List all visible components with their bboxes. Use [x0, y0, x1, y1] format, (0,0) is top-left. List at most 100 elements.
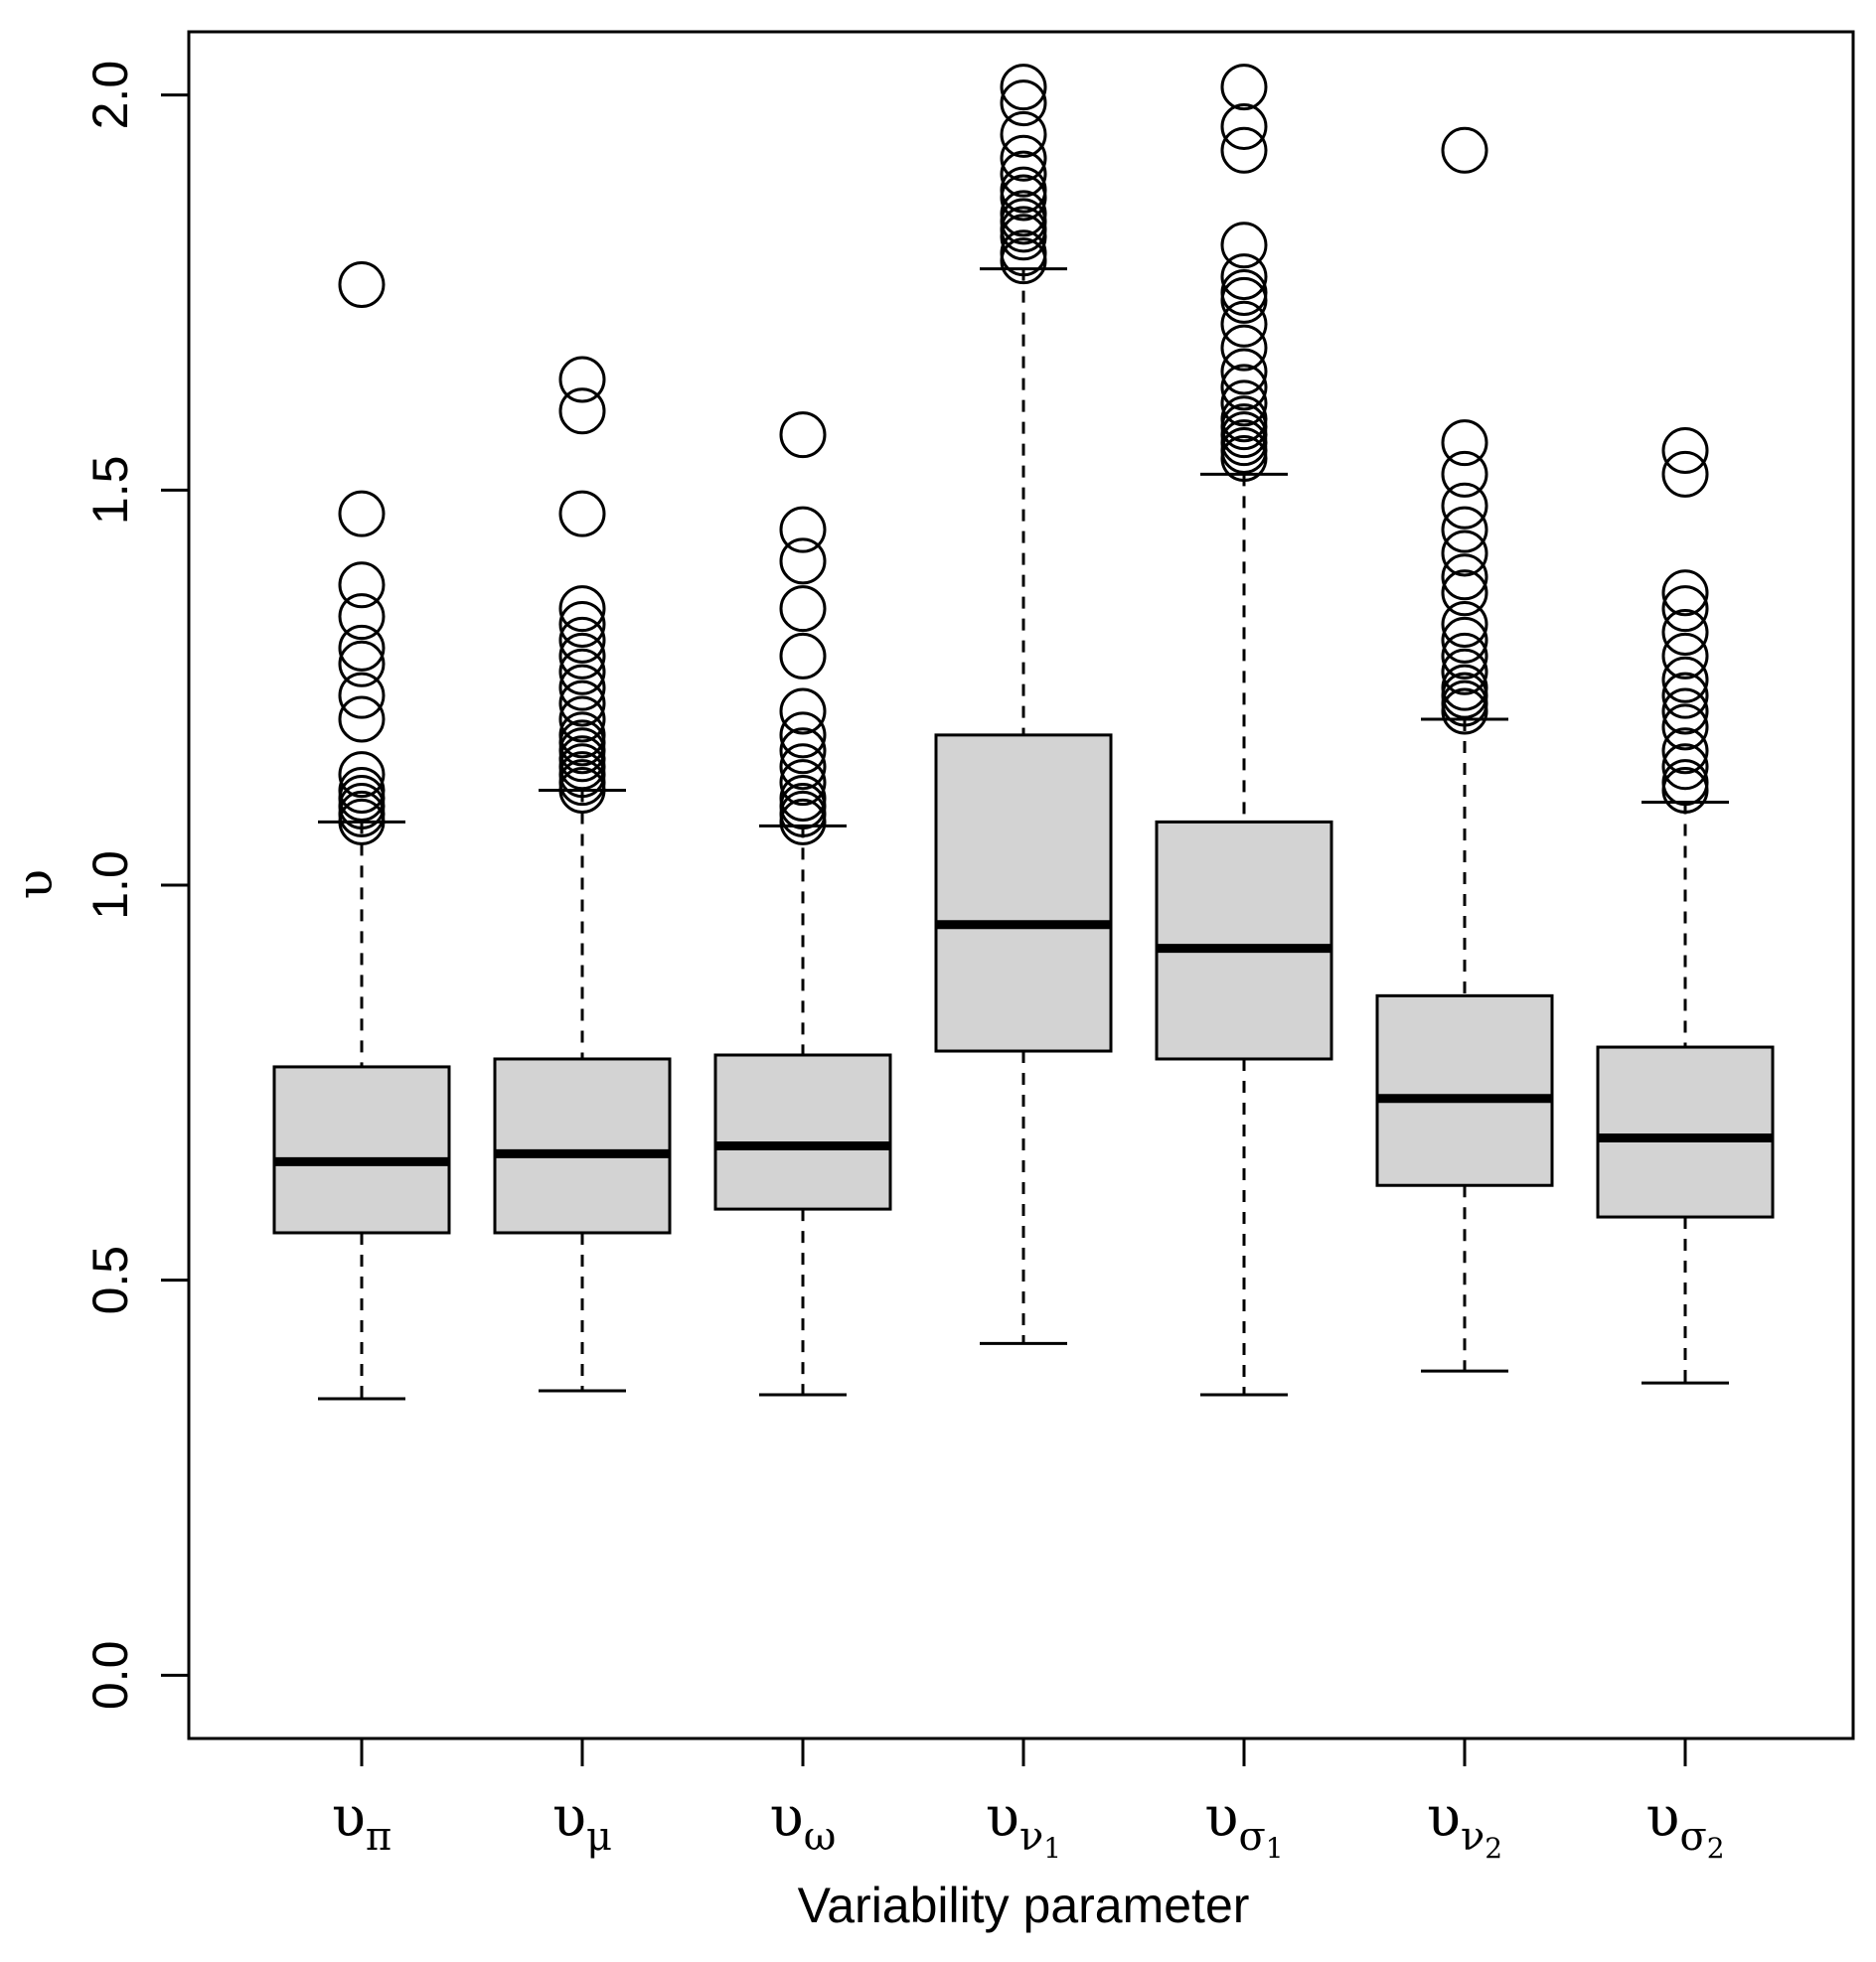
- outlier-point: [1220, 435, 1268, 482]
- box-group: [1596, 427, 1775, 1385]
- box-group: [272, 261, 451, 1401]
- outlier-point: [1661, 569, 1709, 617]
- outlier-point: [779, 798, 827, 845]
- x-tick-label: υν2: [1427, 1785, 1502, 1865]
- y-tick-label: 2.0: [82, 61, 138, 130]
- outlier-point: [1220, 300, 1268, 348]
- outlier-point: [558, 632, 606, 679]
- outlier-point: [1000, 150, 1047, 198]
- outlier-point: [1441, 482, 1488, 529]
- box: [1155, 820, 1333, 1061]
- outlier-point: [1000, 237, 1047, 285]
- outlier-point: [338, 593, 386, 641]
- outlier-point: [338, 672, 386, 719]
- outlier-point: [779, 585, 827, 633]
- x-axis-label: Variability parameter: [798, 1878, 1250, 1933]
- box: [272, 1065, 451, 1235]
- outlier-point: [338, 490, 386, 537]
- outlier-point: [1441, 569, 1488, 617]
- outlier-point: [1220, 102, 1268, 150]
- outlier-point: [1220, 222, 1268, 269]
- outlier-point: [1441, 450, 1488, 498]
- outlier-point: [1661, 767, 1709, 815]
- outlier-point: [338, 624, 386, 672]
- x-tick-label: υν1: [986, 1785, 1061, 1865]
- outlier-point: [1441, 632, 1488, 679]
- outlier-point: [779, 632, 827, 679]
- outlier-point: [1441, 601, 1488, 649]
- x-tick-label: υμ: [552, 1785, 612, 1860]
- outlier-point: [558, 679, 606, 727]
- y-axis: 0.0 0.5 1.0 1.5 2.0: [82, 61, 189, 1710]
- outlier-point: [1220, 126, 1268, 174]
- outlier-point: [1661, 687, 1709, 735]
- y-axis-label: υ: [6, 869, 64, 899]
- box-group: [1375, 126, 1554, 1373]
- outlier-point: [558, 616, 606, 664]
- outlier-point: [1000, 79, 1047, 127]
- outlier-point: [779, 687, 827, 735]
- outlier-point: [779, 759, 827, 807]
- box-group: [1155, 64, 1333, 1397]
- outlier-point: [1220, 64, 1268, 111]
- outlier-point: [1441, 419, 1488, 467]
- outlier-point: [1220, 253, 1268, 301]
- outlier-point: [1220, 324, 1268, 372]
- outlier-point: [338, 751, 386, 799]
- boxes: [272, 64, 1775, 1401]
- outlier-point: [338, 561, 386, 609]
- x-tick-label: υω: [770, 1785, 837, 1860]
- outlier-point: [1441, 687, 1488, 735]
- y-tick-label: 1.0: [82, 850, 138, 920]
- box: [1375, 993, 1554, 1187]
- y-tick-label: 1.5: [82, 456, 138, 526]
- outlier-point: [1000, 64, 1047, 111]
- outlier-point: [1661, 632, 1709, 679]
- box: [713, 1053, 892, 1211]
- outlier-point: [338, 261, 386, 309]
- x-tick-label: υπ: [332, 1785, 391, 1860]
- y-tick-label: 0.5: [82, 1246, 138, 1315]
- outlier-point: [558, 585, 606, 633]
- outlier-point: [1220, 364, 1268, 411]
- outlier-point: [1220, 348, 1268, 395]
- outlier-point: [1441, 506, 1488, 553]
- outlier-point: [1441, 648, 1488, 695]
- outlier-point: [558, 387, 606, 435]
- outlier-point: [558, 490, 606, 537]
- y-tick-label: 0.0: [82, 1641, 138, 1711]
- outlier-point: [1661, 608, 1709, 656]
- outlier-point: [558, 767, 606, 815]
- outlier-point: [1220, 379, 1268, 427]
- box-group: [713, 411, 892, 1397]
- outlier-point: [1000, 134, 1047, 182]
- box-group: [934, 64, 1113, 1345]
- box: [493, 1057, 672, 1235]
- outlier-point: [1661, 656, 1709, 703]
- x-tick-label: υσ1: [1204, 1785, 1283, 1865]
- outlier-point: [1000, 110, 1047, 158]
- x-axis: υπ υμ υω υν1 υσ1 υν2 υσ2: [332, 1738, 1725, 1865]
- outlier-point: [558, 601, 606, 649]
- outlier-point: [779, 411, 827, 459]
- outlier-point: [1441, 529, 1488, 577]
- outlier-point: [1000, 174, 1047, 222]
- outlier-point: [1661, 585, 1709, 633]
- outlier-point: [779, 727, 827, 775]
- outlier-point: [1661, 427, 1709, 475]
- outlier-point: [1661, 743, 1709, 791]
- outlier-point: [1661, 672, 1709, 719]
- outlier-point: [779, 743, 827, 791]
- outlier-point: [1441, 616, 1488, 664]
- outlier-point: [338, 695, 386, 743]
- outlier-point: [1661, 727, 1709, 775]
- box: [934, 733, 1113, 1053]
- outlier-point: [338, 640, 386, 687]
- outlier-point: [1000, 214, 1047, 261]
- outlier-point: [558, 356, 606, 403]
- outlier-point: [558, 648, 606, 695]
- outlier-point: [1220, 276, 1268, 324]
- outlier-point: [779, 506, 827, 553]
- box-group: [493, 356, 672, 1393]
